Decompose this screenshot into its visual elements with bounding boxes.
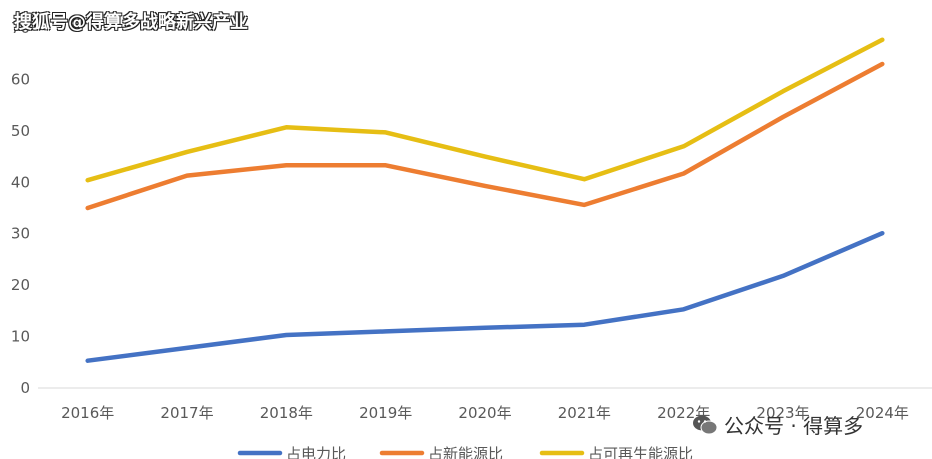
- y-axis-ticks: 0 10 20 30 40 50 60 70: [11, 19, 30, 397]
- watermark-top: 搜狐号@得算多战略新兴产业: [14, 12, 248, 33]
- series-line-1: [85, 61, 885, 211]
- series-lines: [85, 37, 885, 363]
- x-axis-ticks: 2016年 2017年 2018年 2019年 2020年 2021年 2022年 2023年…: [61, 404, 909, 422]
- x-tick-label: 2016年: [61, 404, 114, 422]
- y-tick-label: 0: [20, 379, 30, 397]
- legend-label-0: 占电力比: [286, 445, 346, 459]
- legend-label-2: 占可再生能源比: [588, 445, 693, 459]
- x-tick-label: 2019年: [359, 404, 412, 422]
- watermark-bottom-text: 公众号 · 得算多: [724, 414, 864, 438]
- watermark-bottom: 公众号 · 得算多: [692, 410, 863, 439]
- series-line-0: [85, 230, 885, 363]
- x-tick-label: 2021年: [558, 404, 611, 422]
- x-tick-label: 2020年: [458, 404, 511, 422]
- y-tick-label: 20: [11, 276, 30, 294]
- x-tick-label: 2023年: [756, 404, 809, 422]
- y-tick-label: 10: [11, 328, 30, 346]
- legend: 占电力比 占新能源比 占可再生能源比: [237, 445, 693, 459]
- series-line-2: [85, 37, 885, 183]
- y-tick-label: 70: [11, 19, 30, 37]
- x-tick-label: 2017年: [160, 404, 213, 422]
- x-tick-label: 2024年: [856, 404, 909, 422]
- y-tick-label: 40: [11, 173, 30, 191]
- wechat-icon: [693, 415, 718, 434]
- y-tick-label: 50: [11, 122, 30, 140]
- y-tick-label: 60: [11, 70, 30, 88]
- legend-label-1: 占新能源比: [428, 445, 503, 459]
- y-tick-label: 30: [11, 225, 30, 243]
- x-tick-label: 2018年: [260, 404, 313, 422]
